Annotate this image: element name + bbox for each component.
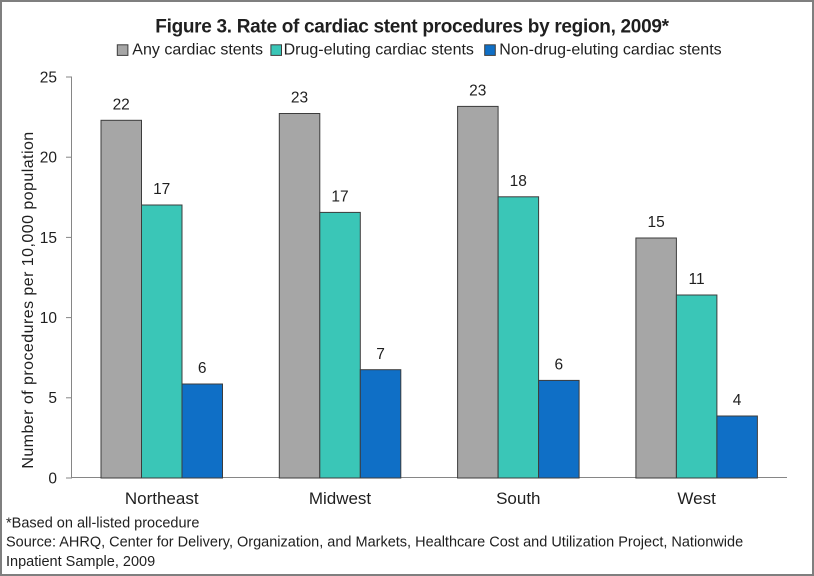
svg-text:6: 6 <box>198 360 207 377</box>
svg-text:0: 0 <box>48 470 57 487</box>
svg-text:15: 15 <box>647 214 664 231</box>
svg-text:11: 11 <box>689 271 705 288</box>
svg-text:Non-drug-eluting cardiac stent: Non-drug-eluting cardiac stents <box>499 42 721 59</box>
svg-text:*Based on all-listed procedure: *Based on all-listed procedure <box>6 516 199 532</box>
svg-text:Northeast: Northeast <box>125 489 199 508</box>
svg-text:7: 7 <box>376 346 385 363</box>
svg-text:Midwest: Midwest <box>309 489 372 508</box>
svg-text:Any cardiac stents: Any cardiac stents <box>132 42 263 59</box>
svg-text:Number of procedures per 10,00: Number of procedures per 10,000 populati… <box>20 131 37 468</box>
svg-text:25: 25 <box>40 69 57 86</box>
svg-text:5: 5 <box>48 390 57 407</box>
svg-text:6: 6 <box>554 357 563 374</box>
svg-text:20: 20 <box>40 150 58 167</box>
svg-text:15: 15 <box>40 230 57 247</box>
svg-text:17: 17 <box>153 181 170 198</box>
svg-text:22: 22 <box>113 96 130 113</box>
svg-text:23: 23 <box>291 90 308 107</box>
svg-text:South: South <box>496 489 540 508</box>
svg-text:Source: AHRQ, Center for Deliv: Source: AHRQ, Center for Delivery, Organ… <box>6 535 743 551</box>
svg-text:Inpatient Sample, 2009: Inpatient Sample, 2009 <box>6 554 155 570</box>
svg-text:10: 10 <box>40 310 58 327</box>
svg-text:18: 18 <box>510 173 527 190</box>
svg-text:Drug-eluting cardiac stents: Drug-eluting cardiac stents <box>284 42 474 59</box>
svg-text:17: 17 <box>331 189 348 206</box>
svg-text:4: 4 <box>733 392 742 409</box>
svg-text:Figure 3. Rate of cardiac sten: Figure 3. Rate of cardiac stent procedur… <box>155 17 669 38</box>
svg-text:23: 23 <box>469 83 486 100</box>
svg-text:West: West <box>677 489 716 508</box>
